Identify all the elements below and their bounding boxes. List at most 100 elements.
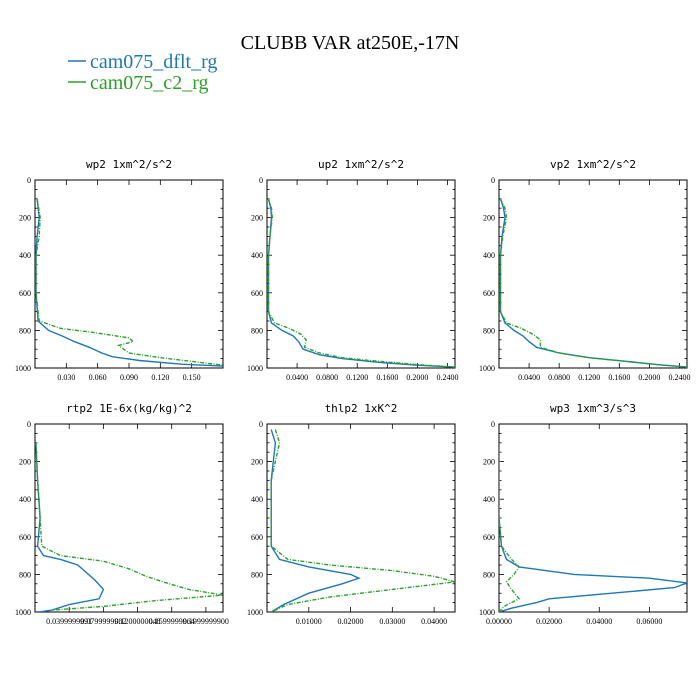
panel-title: rtp2 1E-6x(kg/kg)^2: [66, 402, 192, 415]
x-tick-label: 0.1999999900: [183, 617, 229, 626]
x-tick-label: 0.01000: [296, 617, 322, 626]
legend-label-c2: cam075_c2_rg: [90, 72, 209, 94]
series-line-dflt: [35, 442, 105, 612]
y-tick-label: 800: [251, 326, 263, 335]
y-tick-label: 200: [19, 458, 31, 467]
plot-frame: [266, 423, 456, 613]
x-tick-label: 0.06000: [636, 617, 662, 626]
panel-3: vp2 1xm^2/s^2 0 200 400 600 800 1000 0.0400 0.08…: [479, 158, 690, 382]
y-tick-label: 1000: [479, 364, 495, 373]
panels: wp2 1xm^2/s^2 0 200 400 600 800 1000 0.030 0.060…: [15, 158, 690, 626]
x-tick-label: 0.1200000048: [115, 617, 161, 626]
legend-label-dflt: cam075_dflt_rg: [90, 51, 217, 73]
panel-4: rtp2 1E-6x(kg/kg)^2 0 200 400 600 800 1000 0.03…: [15, 402, 229, 626]
panel-5: thlp2 1xK^2 0 200 400 600 800 1000 0.01000 0.020…: [247, 402, 456, 626]
x-tick-label: 0.03000: [379, 617, 405, 626]
panel-2: up2 1xm^2/s^2 0 200 400 600 800 1000 0.0400 0.08…: [247, 158, 458, 382]
y-tick-label: 0: [491, 420, 495, 429]
plot-frame: [266, 179, 456, 369]
x-tick-label: 0.02000: [338, 617, 364, 626]
x-tick-label: 0.02000: [536, 617, 562, 626]
y-tick-label: 1000: [247, 364, 263, 373]
y-tick-label: 400: [483, 495, 495, 504]
y-tick-label: 200: [251, 458, 263, 467]
x-tick-label: 0.1200: [346, 373, 368, 382]
y-tick-label: 600: [251, 289, 263, 298]
x-tick-label: 0.2400: [668, 373, 690, 382]
x-tick-label: 0.0400: [518, 373, 540, 382]
x-tick-label: 0.120: [151, 373, 169, 382]
x-tick-label: 0.2000: [406, 373, 428, 382]
plot-frame: [34, 179, 224, 369]
series-line-dflt: [35, 198, 223, 367]
y-tick-label: 200: [19, 214, 31, 223]
panel-title: up2 1xm^2/s^2: [318, 158, 404, 171]
y-tick-label: 800: [19, 570, 31, 579]
panel-title: wp2 1xm^2/s^2: [86, 158, 172, 171]
series-line-c2: [499, 198, 687, 368]
x-tick-label: 0.04000: [586, 617, 612, 626]
legend: cam075_dflt_rg cam075_c2_rg: [68, 51, 217, 94]
x-tick-label: 0.0800: [316, 373, 338, 382]
x-tick-label: 0.150: [183, 373, 201, 382]
x-tick-label: 0.2000: [638, 373, 660, 382]
x-tick-label: 0.04000: [421, 617, 447, 626]
series-line-c2: [35, 442, 223, 611]
y-tick-label: 800: [483, 326, 495, 335]
y-tick-label: 200: [251, 214, 263, 223]
y-tick-label: 200: [483, 458, 495, 467]
series-line-dflt: [267, 198, 455, 368]
y-tick-label: 800: [19, 326, 31, 335]
y-tick-label: 1000: [247, 608, 263, 617]
x-tick-label: 0.00000: [486, 617, 512, 626]
x-tick-label: 0.0799999982: [80, 617, 126, 626]
series-line-c2: [267, 198, 455, 368]
panel-title: thlp2 1xK^2: [325, 402, 398, 415]
x-tick-label: 0.060: [89, 373, 107, 382]
y-tick-label: 0: [259, 420, 263, 429]
plot-frame: [498, 423, 688, 613]
plot-frame: [34, 423, 224, 613]
y-tick-label: 400: [19, 251, 31, 260]
figure-title: CLUBB VAR at250E,-17N: [241, 32, 460, 54]
x-tick-label: 0.1200: [578, 373, 600, 382]
panel-title: wp3 1xm^3/s^3: [550, 402, 636, 415]
y-tick-label: 0: [259, 176, 263, 185]
series-line-c2: [270, 429, 455, 612]
y-tick-label: 600: [19, 289, 31, 298]
x-tick-label: 0.030: [57, 373, 75, 382]
y-tick-label: 1000: [479, 608, 495, 617]
x-tick-label: 0.090: [120, 373, 138, 382]
y-tick-label: 0: [491, 176, 495, 185]
y-tick-label: 0: [27, 420, 31, 429]
y-tick-label: 400: [251, 495, 263, 504]
y-tick-label: 600: [483, 289, 495, 298]
y-tick-label: 400: [251, 251, 263, 260]
y-tick-label: 400: [483, 251, 495, 260]
x-tick-label: 0.1600: [608, 373, 630, 382]
y-tick-label: 200: [483, 214, 495, 223]
series-line-dflt: [270, 429, 361, 612]
series-line-dflt: [499, 442, 687, 612]
y-tick-label: 800: [251, 570, 263, 579]
y-tick-label: 600: [251, 533, 263, 542]
x-tick-label: 0.1600: [376, 373, 398, 382]
panel-1: wp2 1xm^2/s^2 0 200 400 600 800 1000 0.030 0.060…: [15, 158, 224, 382]
y-tick-label: 600: [19, 533, 31, 542]
series-line-c2: [499, 442, 521, 612]
y-tick-label: 600: [483, 533, 495, 542]
x-tick-label: 0.0800: [548, 373, 570, 382]
y-tick-label: 1000: [15, 608, 31, 617]
y-tick-label: 0: [27, 176, 31, 185]
y-tick-label: 800: [483, 570, 495, 579]
x-tick-label: 0.2400: [436, 373, 458, 382]
y-tick-label: 1000: [15, 364, 31, 373]
panel-title: vp2 1xm^2/s^2: [550, 158, 636, 171]
x-tick-label: 0.0399999991: [46, 617, 92, 626]
x-tick-label: 0.1599999964: [149, 617, 195, 626]
y-tick-label: 400: [19, 495, 31, 504]
series-line-dflt: [499, 198, 687, 368]
series-line-c2: [35, 198, 223, 366]
